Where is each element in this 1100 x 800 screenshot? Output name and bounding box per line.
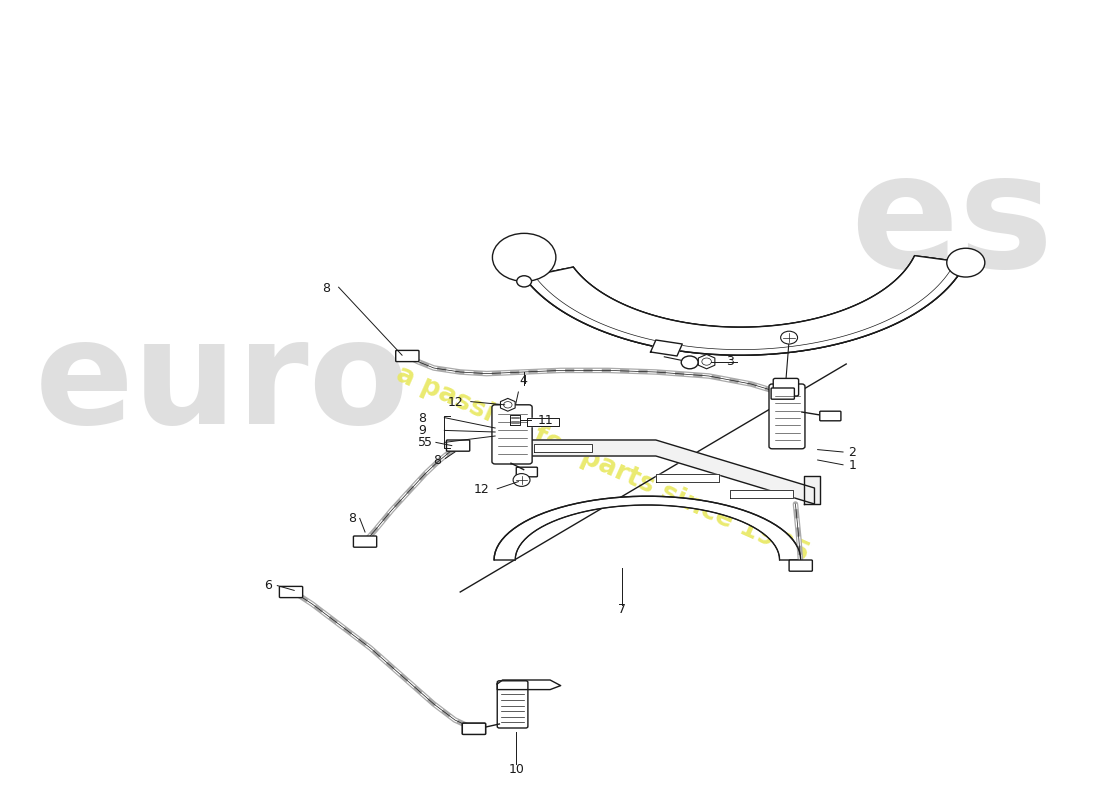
Polygon shape [500, 398, 515, 411]
Circle shape [681, 356, 698, 369]
Text: 8: 8 [418, 412, 427, 425]
Polygon shape [497, 440, 814, 504]
Polygon shape [524, 257, 966, 355]
FancyBboxPatch shape [769, 384, 805, 449]
Text: 10: 10 [508, 763, 525, 776]
Polygon shape [730, 490, 793, 498]
FancyBboxPatch shape [773, 378, 799, 396]
Text: 9: 9 [418, 424, 427, 437]
FancyBboxPatch shape [462, 723, 485, 734]
Circle shape [702, 358, 712, 365]
Polygon shape [527, 418, 559, 426]
Circle shape [504, 402, 512, 408]
Polygon shape [494, 496, 801, 560]
FancyBboxPatch shape [771, 388, 794, 399]
Text: 6: 6 [264, 579, 272, 592]
FancyBboxPatch shape [462, 723, 485, 734]
Circle shape [517, 276, 531, 287]
Text: a passion for parts since 1985: a passion for parts since 1985 [393, 361, 814, 567]
FancyBboxPatch shape [279, 586, 302, 598]
Text: 12: 12 [474, 483, 490, 496]
Polygon shape [497, 680, 561, 690]
FancyBboxPatch shape [492, 405, 532, 464]
Text: 1: 1 [848, 459, 856, 472]
Polygon shape [804, 476, 820, 504]
FancyBboxPatch shape [447, 440, 470, 451]
Polygon shape [497, 424, 513, 440]
Polygon shape [656, 474, 719, 482]
FancyBboxPatch shape [820, 411, 840, 421]
Text: 8: 8 [349, 512, 356, 525]
FancyBboxPatch shape [497, 681, 528, 728]
Text: 4: 4 [519, 374, 528, 386]
Polygon shape [510, 415, 520, 425]
Text: 12: 12 [448, 396, 463, 409]
Text: 2: 2 [848, 446, 856, 459]
Text: 3: 3 [726, 355, 734, 368]
Text: euro: euro [35, 314, 409, 454]
Text: 5: 5 [418, 436, 427, 449]
Polygon shape [650, 340, 682, 356]
Polygon shape [535, 444, 593, 452]
FancyBboxPatch shape [789, 560, 813, 571]
Circle shape [947, 248, 984, 277]
Text: es: es [850, 146, 1054, 302]
FancyBboxPatch shape [353, 536, 376, 547]
Circle shape [781, 331, 798, 344]
Polygon shape [534, 256, 956, 350]
Text: 11: 11 [538, 414, 553, 426]
Polygon shape [698, 354, 715, 369]
Circle shape [513, 474, 530, 486]
FancyBboxPatch shape [516, 467, 538, 477]
Text: 8: 8 [322, 282, 330, 294]
FancyBboxPatch shape [396, 350, 419, 362]
Polygon shape [524, 256, 966, 355]
Text: 8: 8 [433, 454, 441, 466]
Text: 5: 5 [424, 436, 431, 449]
Circle shape [493, 234, 556, 282]
Text: 7: 7 [618, 603, 626, 616]
